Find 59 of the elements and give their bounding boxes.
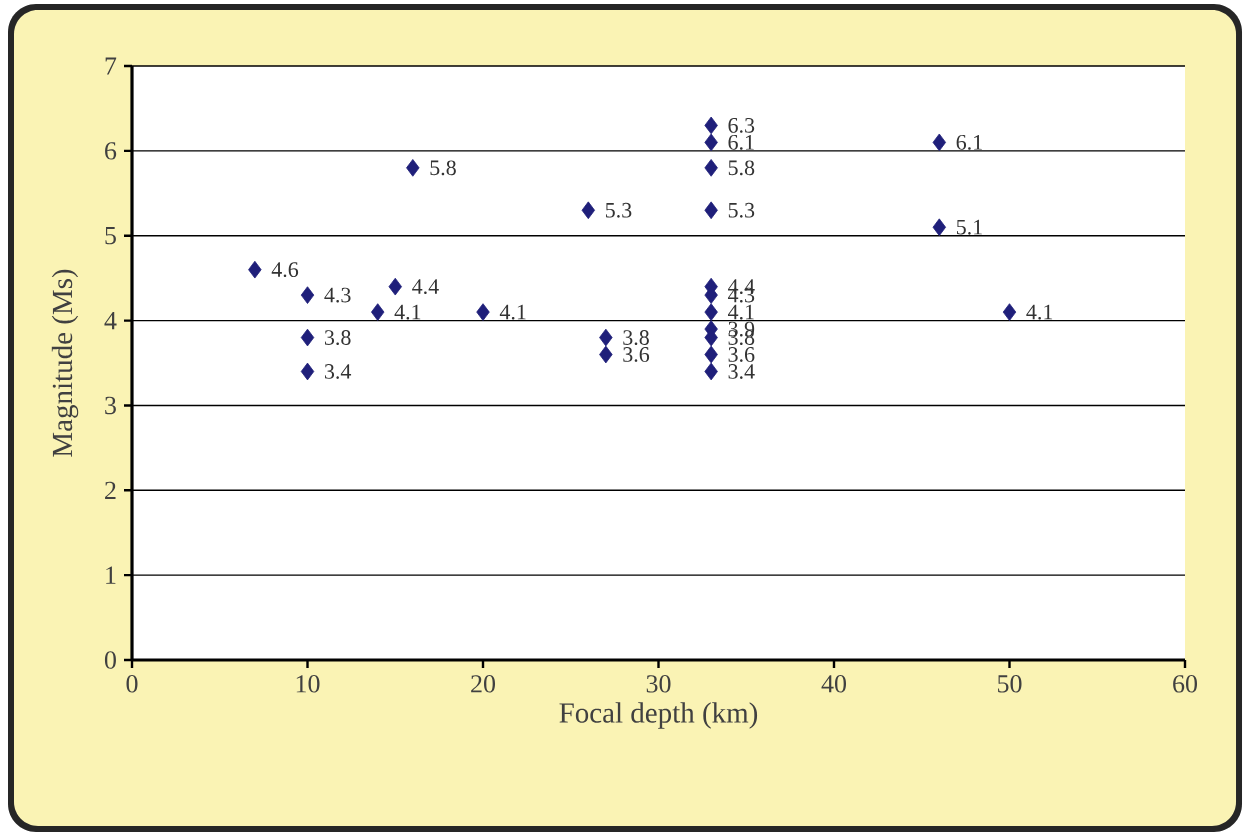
y-tick-label: 2 (105, 481, 116, 499)
data-label: 4.1 (727, 304, 754, 320)
data-label: 3.8 (324, 330, 351, 346)
x-tick-label: 50 (998, 675, 1022, 693)
data-label: 6.3 (728, 117, 755, 133)
y-tick-label: 1 (106, 566, 116, 584)
x-axis-title: Focal depth (km) (559, 702, 758, 729)
y-tick-label: 5 (105, 227, 116, 245)
point (704, 159, 718, 177)
point (300, 328, 315, 347)
data-label: 6.1 (956, 134, 982, 150)
point (371, 303, 385, 321)
data-label: 6.1 (728, 134, 754, 150)
data-label: 4.4 (412, 279, 439, 295)
data-label: 4.6 (271, 262, 299, 278)
data-label: 4.1 (394, 304, 421, 320)
data-label: 5.8 (430, 160, 456, 176)
data-label: 3.6 (623, 347, 650, 362)
data-label: 3.8 (623, 330, 649, 346)
data-label: 3.6 (728, 347, 755, 362)
x-tick-label: 40 (821, 675, 847, 693)
point (704, 116, 718, 135)
point (388, 277, 402, 296)
point (704, 345, 718, 364)
y-axis-title: Magnitude (Ms) (51, 269, 79, 457)
y-tick-label: 3 (105, 396, 116, 415)
point (599, 345, 613, 364)
point (599, 328, 613, 347)
x-tick-label: 0 (126, 675, 138, 693)
data-label: 3.4 (324, 364, 352, 379)
x-tick-label: 20 (471, 675, 496, 693)
y-tick-label: 0 (104, 651, 116, 669)
point (300, 362, 315, 381)
x-tick-label: 10 (296, 675, 320, 693)
data-label: 4.1 (499, 304, 526, 320)
point (300, 286, 315, 304)
x-tick-label: 60 (1173, 675, 1198, 693)
point (248, 260, 262, 279)
y-tick-label: 4 (104, 312, 117, 330)
point (704, 362, 718, 381)
point (704, 303, 718, 321)
point (1002, 303, 1017, 321)
data-label: 3.4 (728, 364, 755, 379)
data-label: 5.1 (956, 219, 982, 235)
x-tick-label: 30 (646, 675, 671, 693)
point (581, 201, 596, 220)
point (932, 133, 946, 152)
data-label: 5.3 (728, 202, 755, 218)
y-tick-label: 7 (105, 57, 117, 75)
data-label: 5.8 (728, 160, 755, 176)
data-label: 5.3 (605, 202, 632, 218)
point (704, 133, 718, 152)
point (476, 303, 490, 321)
data-label: 4.1 (1026, 304, 1053, 320)
point (406, 159, 420, 177)
point (704, 201, 718, 220)
y-tick-label: 6 (105, 142, 117, 160)
point (932, 218, 946, 237)
data-label: 4.3 (324, 287, 351, 303)
